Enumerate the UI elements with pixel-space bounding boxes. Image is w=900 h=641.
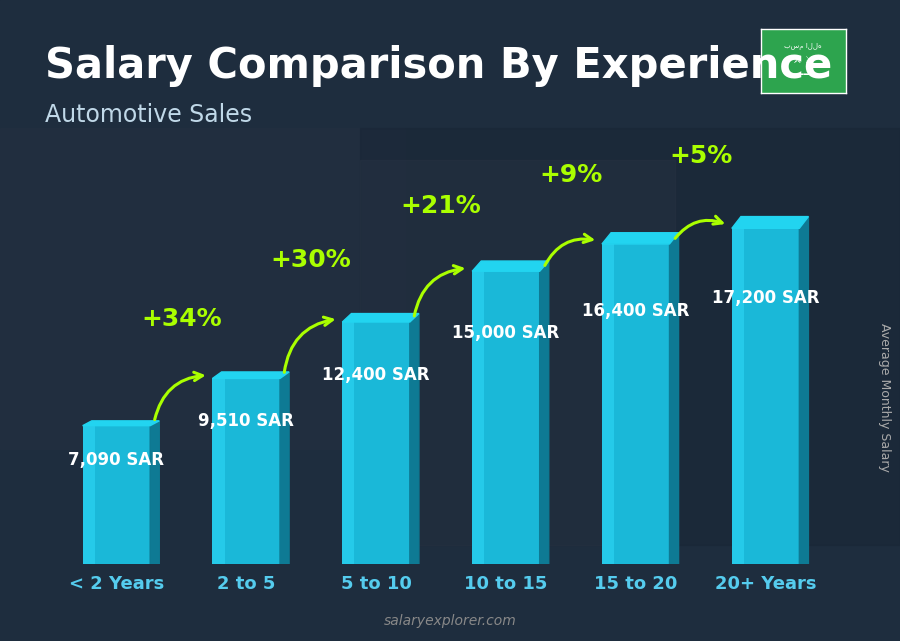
Polygon shape <box>540 261 549 564</box>
FancyBboxPatch shape <box>83 426 150 564</box>
Text: +34%: +34% <box>141 308 221 331</box>
Polygon shape <box>410 313 418 564</box>
Bar <box>83 426 94 564</box>
Bar <box>472 271 484 564</box>
Polygon shape <box>472 261 549 271</box>
Bar <box>0 128 405 449</box>
Bar <box>360 160 675 545</box>
Polygon shape <box>342 313 418 322</box>
Text: 16,400 SAR: 16,400 SAR <box>582 301 689 320</box>
Text: 9,510 SAR: 9,510 SAR <box>198 412 294 430</box>
FancyBboxPatch shape <box>342 322 410 564</box>
FancyBboxPatch shape <box>732 228 799 564</box>
FancyBboxPatch shape <box>212 378 280 564</box>
Text: +5%: +5% <box>669 144 733 168</box>
Text: ——: —— <box>791 69 815 81</box>
FancyBboxPatch shape <box>472 271 540 564</box>
Text: ⚔ ⚔: ⚔ ⚔ <box>793 54 814 65</box>
Text: Average Monthly Salary: Average Monthly Salary <box>878 323 890 472</box>
Bar <box>360 128 900 545</box>
Text: salaryexplorer.com: salaryexplorer.com <box>383 614 517 628</box>
Bar <box>212 378 225 564</box>
Text: +30%: +30% <box>271 247 352 272</box>
Polygon shape <box>670 233 679 564</box>
Polygon shape <box>150 421 159 564</box>
Text: +9%: +9% <box>539 163 602 187</box>
Text: Salary Comparison By Experience: Salary Comparison By Experience <box>45 45 832 87</box>
FancyBboxPatch shape <box>602 244 670 564</box>
Text: Automotive Sales: Automotive Sales <box>45 103 252 126</box>
Bar <box>342 322 355 564</box>
Polygon shape <box>83 421 159 426</box>
Text: 7,090 SAR: 7,090 SAR <box>68 451 165 469</box>
Text: 12,400 SAR: 12,400 SAR <box>322 365 430 383</box>
Text: بسم الله: بسم الله <box>785 44 822 50</box>
Text: +21%: +21% <box>400 194 482 217</box>
Bar <box>602 244 614 564</box>
Polygon shape <box>280 372 289 564</box>
Bar <box>732 228 744 564</box>
Polygon shape <box>732 217 808 228</box>
Text: 15,000 SAR: 15,000 SAR <box>453 324 560 342</box>
Polygon shape <box>602 233 679 244</box>
Polygon shape <box>799 217 808 564</box>
Polygon shape <box>212 372 289 378</box>
Text: 17,200 SAR: 17,200 SAR <box>712 288 819 307</box>
